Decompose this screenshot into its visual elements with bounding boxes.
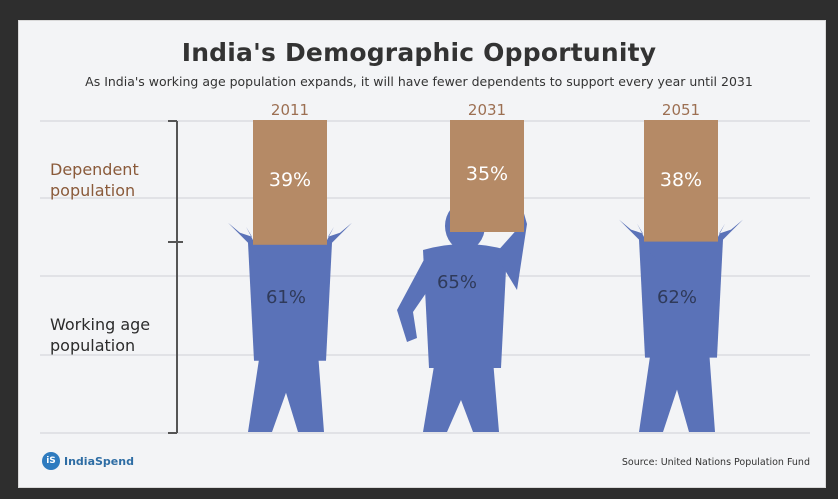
working-age-population-label-1: population	[50, 336, 135, 355]
chart-title: India's Demographic Opportunity	[181, 38, 657, 67]
figure-arm-left	[397, 254, 435, 342]
working-age-population-label-0: Working age	[50, 315, 150, 334]
dependent-box-2031	[450, 120, 524, 232]
figure-torso	[248, 236, 332, 361]
source-note: Source: United Nations Population Fund	[621, 457, 810, 468]
year-label-2051: 2051	[662, 101, 700, 119]
column-2031: 2031 35% 65%	[397, 101, 527, 432]
dependent-value-label-2031: 35%	[466, 163, 508, 185]
dependent-population-label-0: Dependent	[50, 160, 139, 179]
column-2051: 2051 38% 62%	[619, 101, 743, 432]
figure-legs	[639, 349, 715, 432]
working-value-label-2051: 62%	[657, 287, 697, 308]
dependent-population-label-1: population	[50, 181, 135, 200]
figure-torso	[423, 244, 507, 368]
figure-torso	[639, 233, 723, 358]
chart-subtitle: As India's working age population expand…	[85, 74, 753, 89]
year-label-2031: 2031	[468, 101, 506, 119]
figure-legs	[248, 352, 324, 432]
column-2011: 2011 39% 61%	[228, 101, 352, 432]
figure-legs	[423, 360, 499, 432]
working-value-label-2031: 65%	[437, 272, 477, 293]
dependent-value-label-2011: 39%	[269, 169, 311, 191]
brand-name: IndiaSpend	[64, 455, 134, 468]
dependent-value-label-2051: 38%	[660, 169, 702, 191]
dependent-box-2051	[644, 120, 718, 242]
dependent-box-2011	[253, 120, 327, 245]
year-label-2011: 2011	[271, 101, 309, 119]
indiaspend-logo-icon: iS	[42, 452, 60, 470]
working-value-label-2011: 61%	[266, 287, 306, 308]
